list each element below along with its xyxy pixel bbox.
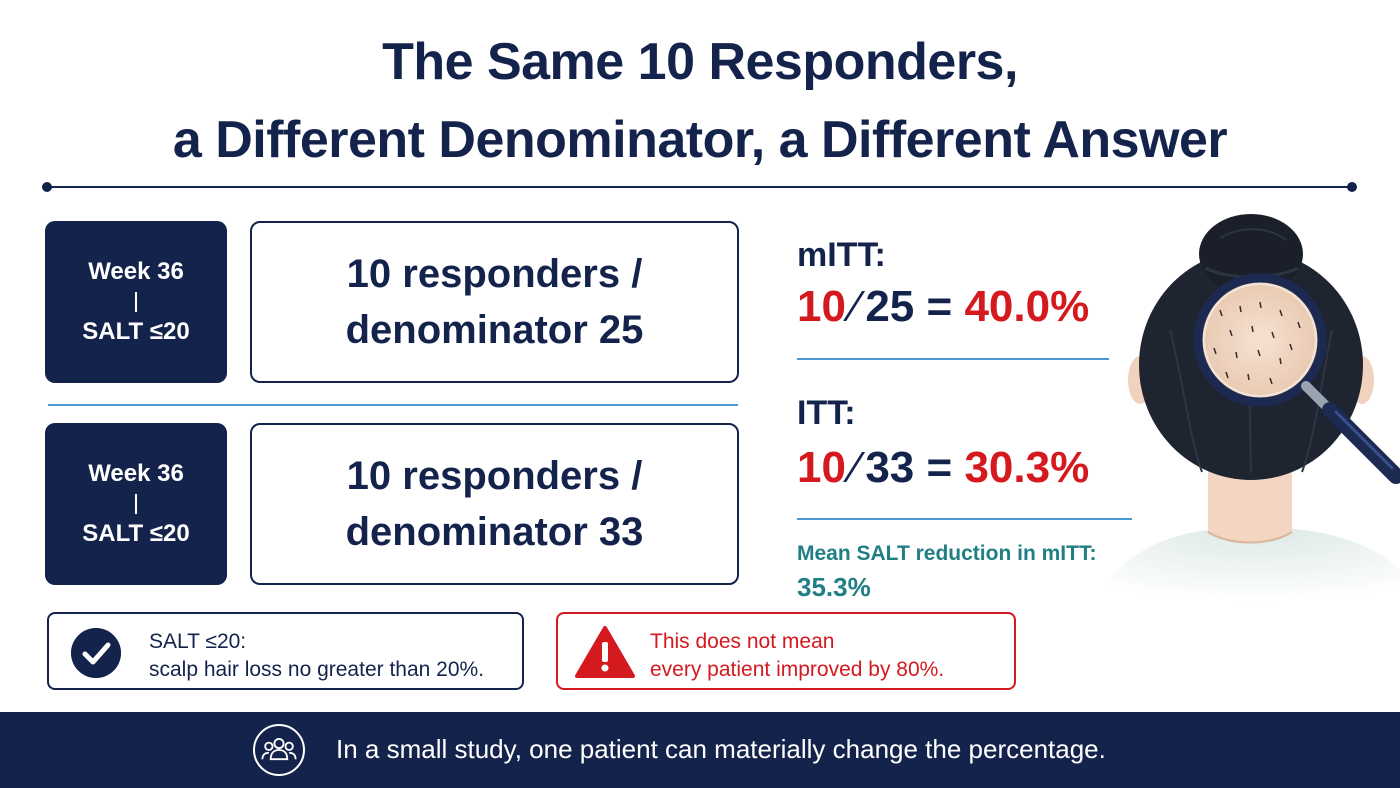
warning-icon <box>575 626 635 678</box>
salt-definition-note: SALT ≤20: scalp hair loss no greater tha… <box>47 612 524 690</box>
fraction-line-1: 10 responders / <box>346 454 643 498</box>
check-icon <box>71 628 121 678</box>
mitt-calculation: 10 ⁄ 25 = 40.0% <box>797 282 1089 332</box>
mean-salt-value: 35.3% <box>797 572 871 602</box>
itt-label: ITT: <box>797 394 856 432</box>
note-line-2: scalp hair loss no greater than 20%. <box>149 658 485 681</box>
fraction-line-1: 10 responders / <box>346 252 643 296</box>
itt-numerator: 10 <box>797 443 846 492</box>
salt-threshold: SALT ≤20 <box>82 520 190 547</box>
fraction-line-2: denominator 33 <box>345 510 644 554</box>
week-separator <box>135 494 137 514</box>
week-separator <box>135 292 137 312</box>
warning-line-1: This does not mean <box>650 630 835 653</box>
title-line-2: a Different Denominator, a Different Ans… <box>172 111 1228 169</box>
title-line-1: The Same 10 Responders, <box>382 33 1018 91</box>
week-badge-itt: Week 36 SALT ≤20 <box>45 423 227 585</box>
mitt-denominator: 25 <box>865 282 915 331</box>
metric-divider-1 <box>797 358 1109 360</box>
week-badge-mitt: Week 36 SALT ≤20 <box>45 221 227 383</box>
metric-divider-2 <box>797 518 1132 520</box>
footer-banner: In a small study, one patient can materi… <box>0 712 1400 788</box>
division-slash: ⁄ <box>851 443 860 492</box>
week-label: Week 36 <box>88 258 184 285</box>
title-divider <box>48 186 1352 188</box>
note-line-1: SALT ≤20: <box>149 630 247 653</box>
fraction-line-2: denominator 25 <box>345 308 644 352</box>
group-icon <box>253 724 305 776</box>
footer-text: In a small study, one patient can materi… <box>336 734 1106 764</box>
mitt-label: mITT: <box>797 236 886 274</box>
equals-sign: = <box>926 282 953 331</box>
fraction-box-itt: 10 responders / denominator 33 <box>250 423 739 585</box>
warning-note: This does not mean every patient improve… <box>556 612 1016 690</box>
mitt-numerator: 10 <box>797 282 846 331</box>
salt-threshold: SALT ≤20 <box>82 318 190 345</box>
itt-result: 30.3% <box>964 443 1090 492</box>
warning-line-2: every patient improved by 80%. <box>650 658 945 681</box>
warning-text: This does not mean every patient improve… <box>650 628 944 684</box>
title-divider-dot-right <box>1347 182 1357 192</box>
title-divider-dot-left <box>42 182 52 192</box>
head-magnifier-illustration <box>1110 214 1400 610</box>
division-slash: ⁄ <box>851 282 860 331</box>
note-text: SALT ≤20: scalp hair loss no greater tha… <box>149 628 484 684</box>
mean-salt-label: Mean SALT reduction in mITT: <box>797 542 1097 565</box>
equals-sign: = <box>926 443 953 492</box>
week-label: Week 36 <box>88 460 184 487</box>
row-divider <box>48 404 738 406</box>
mitt-result: 40.0% <box>964 282 1090 331</box>
itt-calculation: 10 ⁄ 33 = 30.3% <box>797 443 1089 493</box>
fraction-box-mitt: 10 responders / denominator 25 <box>250 221 739 383</box>
itt-denominator: 33 <box>865 443 915 492</box>
